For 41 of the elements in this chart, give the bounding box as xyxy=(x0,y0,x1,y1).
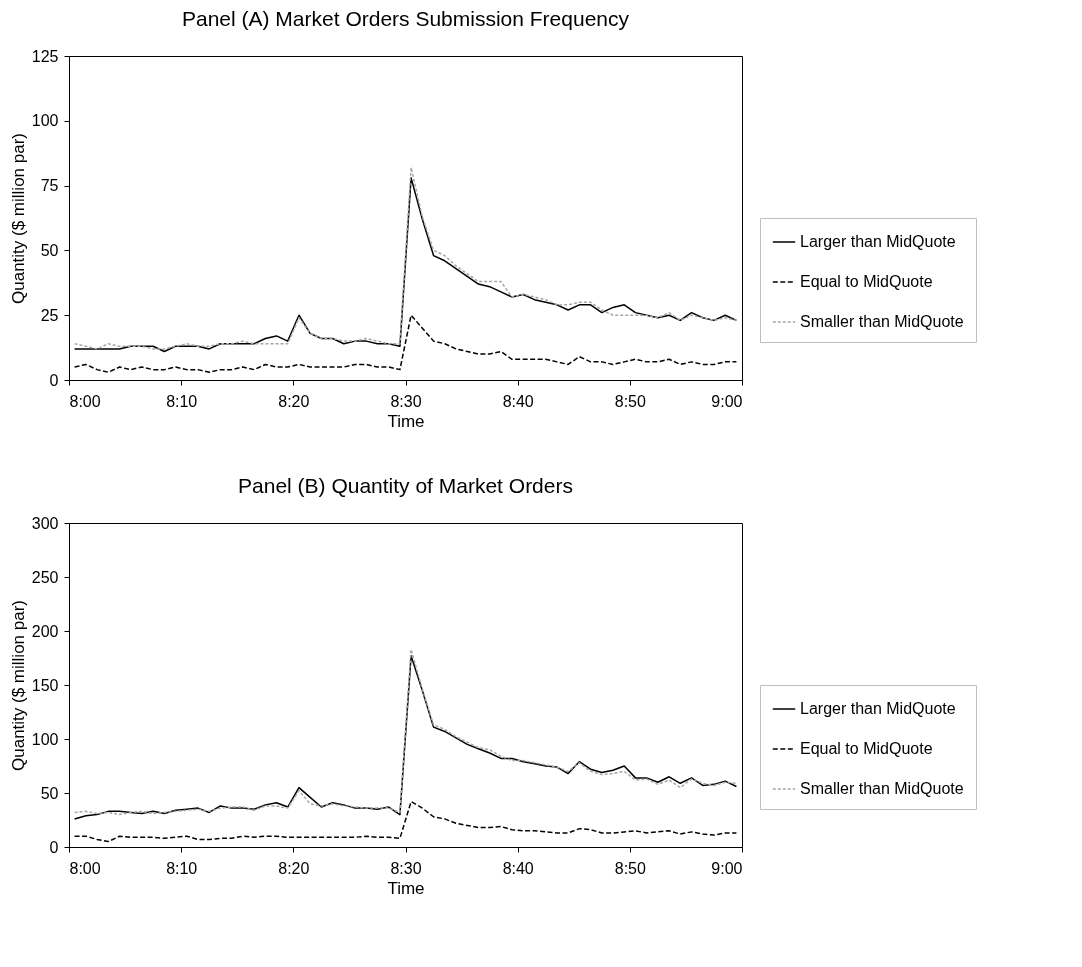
x-tick-label: 8:00 xyxy=(69,859,101,877)
legend-label: Larger than MidQuote xyxy=(800,700,956,717)
y-tick-label: 200 xyxy=(31,622,59,640)
y-tick-label: 300 xyxy=(31,514,59,532)
x-tick-label: 8:40 xyxy=(502,392,534,410)
legend-label: Equal to MidQuote xyxy=(800,740,933,757)
x-tick-label: 9:00 xyxy=(711,392,743,410)
x-tick-label: 8:40 xyxy=(502,859,534,877)
x-tick-label: 8:30 xyxy=(390,859,422,877)
y-axis-title: Quantity ($ million par) xyxy=(8,599,28,772)
legend-label: Smaller than MidQuote xyxy=(800,780,964,797)
y-tick-label: 50 xyxy=(40,784,59,802)
legend-label: Smaller than MidQuote xyxy=(800,313,964,330)
y-tick-label: 25 xyxy=(40,306,59,324)
x-tick-label: 8:10 xyxy=(166,859,198,877)
x-tick-label: 8:50 xyxy=(614,859,646,877)
y-tick-label: 0 xyxy=(49,838,59,856)
y-tick-label: 150 xyxy=(31,676,59,694)
y-tick-label: 250 xyxy=(31,568,59,586)
x-tick-label: 8:30 xyxy=(390,392,422,410)
x-tick-label: 8:50 xyxy=(614,392,646,410)
x-axis-title: Time xyxy=(387,411,425,431)
y-tick-label: 100 xyxy=(31,112,59,130)
chart-title: Panel (B) Quantity of Market Orders xyxy=(238,474,573,497)
y-tick-label: 50 xyxy=(40,241,59,259)
y-tick-label: 125 xyxy=(31,47,59,65)
legend-label: Larger than MidQuote xyxy=(800,233,956,250)
x-tick-label: 8:10 xyxy=(166,392,198,410)
x-axis-title: Time xyxy=(387,878,425,898)
line-series xyxy=(73,800,738,843)
x-tick-label: 8:20 xyxy=(278,392,310,410)
line-series xyxy=(73,314,738,373)
legend-label: Equal to MidQuote xyxy=(800,273,933,290)
x-tick-label: 9:00 xyxy=(711,859,743,877)
chart-title: Panel (A) Market Orders Submission Frequency xyxy=(182,7,630,30)
y-tick-label: 0 xyxy=(49,371,59,389)
y-tick-label: 100 xyxy=(31,730,59,748)
y-tick-label: 75 xyxy=(40,177,59,195)
y-axis-title: Quantity ($ million par) xyxy=(8,132,28,305)
x-tick-label: 8:20 xyxy=(278,859,310,877)
x-tick-label: 8:00 xyxy=(69,392,101,410)
